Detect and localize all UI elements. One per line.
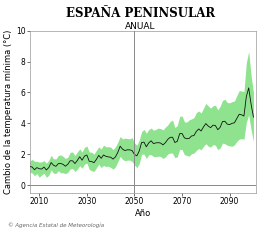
Text: ANUAL: ANUAL xyxy=(125,22,156,31)
X-axis label: Año: Año xyxy=(135,209,151,218)
Text: © Agencia Estatal de Meteorología: © Agencia Estatal de Meteorología xyxy=(8,222,104,228)
Text: ESPAÑA PENINSULAR: ESPAÑA PENINSULAR xyxy=(66,7,215,20)
Y-axis label: Cambio de la temperatura mínima (°C): Cambio de la temperatura mínima (°C) xyxy=(4,30,13,194)
